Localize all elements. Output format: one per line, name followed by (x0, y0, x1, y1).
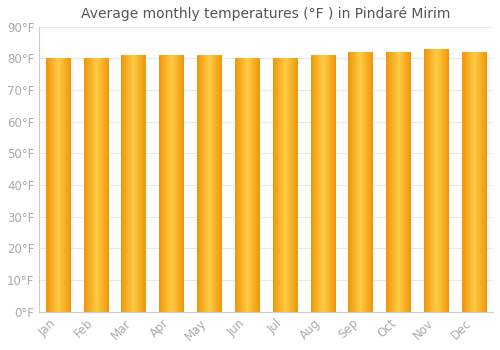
Title: Average monthly temperatures (°F ) in Pindaré Mirim: Average monthly temperatures (°F ) in Pi… (82, 7, 451, 21)
